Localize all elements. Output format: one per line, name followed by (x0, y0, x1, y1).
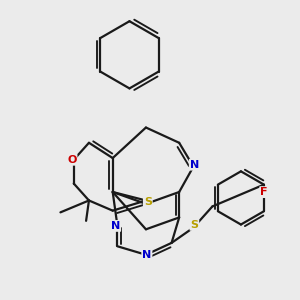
Text: N: N (190, 160, 199, 170)
Text: S: S (190, 220, 198, 230)
Text: O: O (67, 155, 76, 165)
Text: N: N (111, 221, 120, 231)
Text: N: N (142, 250, 152, 260)
Text: S: S (144, 197, 152, 207)
Text: F: F (260, 187, 268, 197)
